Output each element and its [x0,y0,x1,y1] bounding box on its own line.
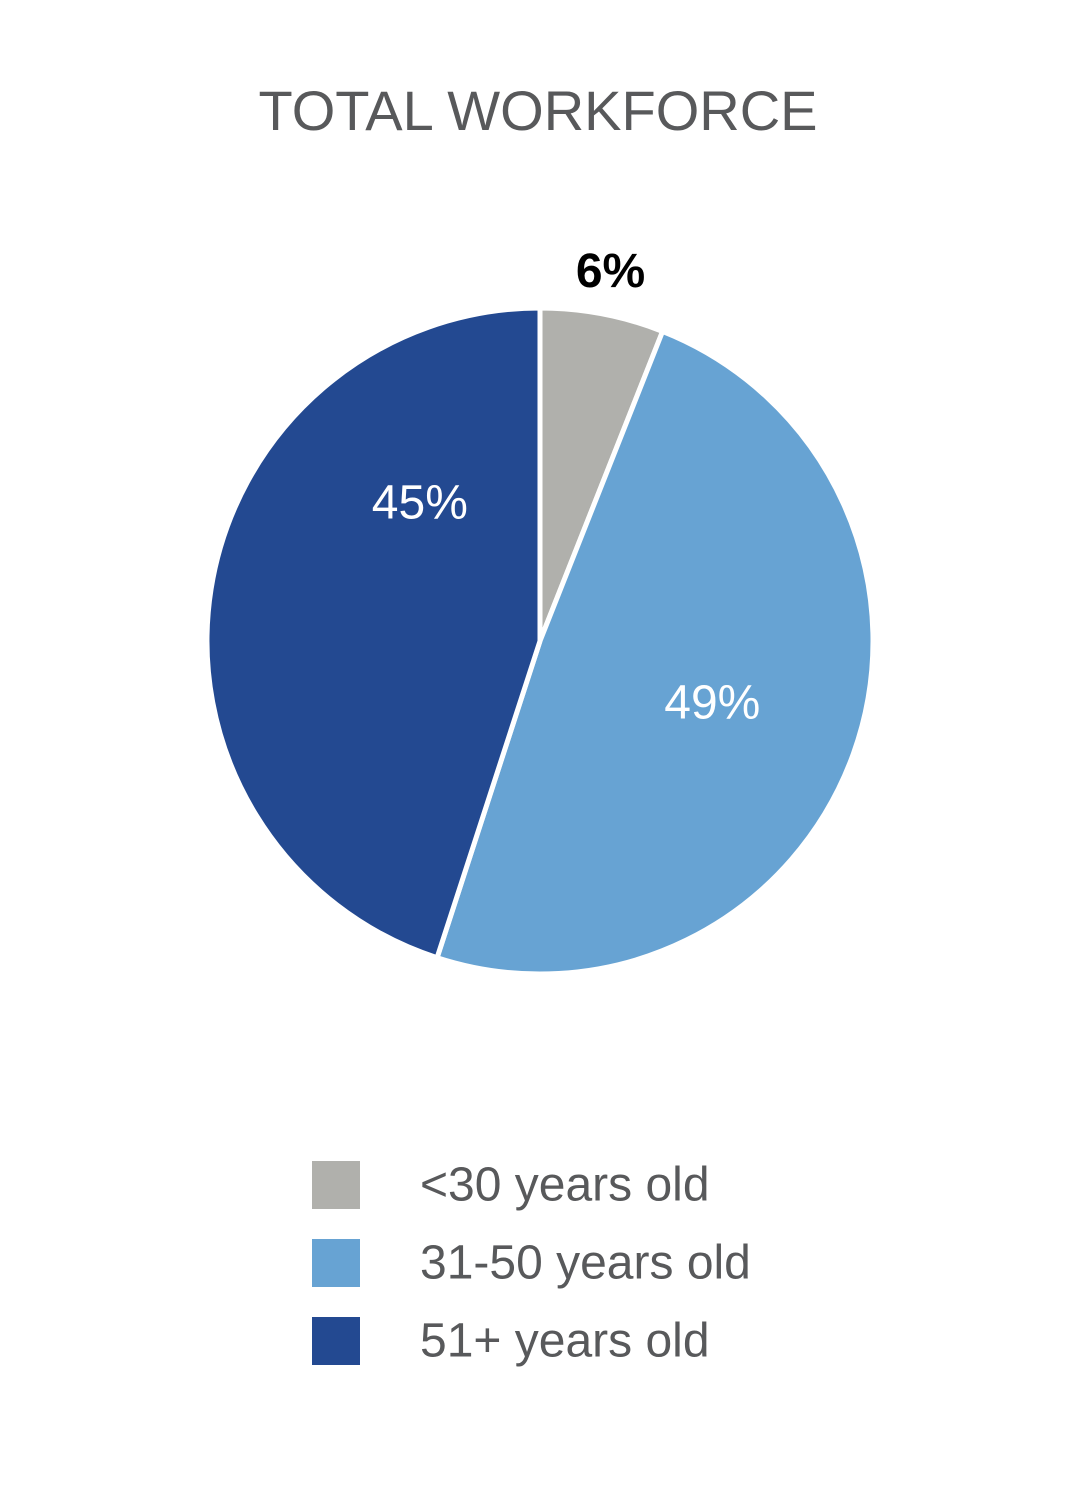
slice-data-label: 49% [664,677,760,730]
legend-label: 51+ years old [420,1315,710,1368]
slice-data-label: 45% [372,476,468,529]
slice-data-label: 6% [576,245,645,298]
chart-title: TOTAL WORKFORCE [259,79,818,142]
pie-slices [204,305,876,977]
pie-slice [204,305,543,961]
legend-swatch [312,1161,360,1209]
pie-slice [434,328,876,977]
legend: <30 years old 31-50 years old 51+ years ol… [312,1159,751,1368]
legend-label: <30 years old [420,1159,710,1212]
legend-swatch [312,1239,360,1287]
pie-slice-labels: 6% 49% 45% [372,245,761,730]
legend-label: 31-50 years old [420,1237,751,1290]
legend-swatch [312,1317,360,1365]
